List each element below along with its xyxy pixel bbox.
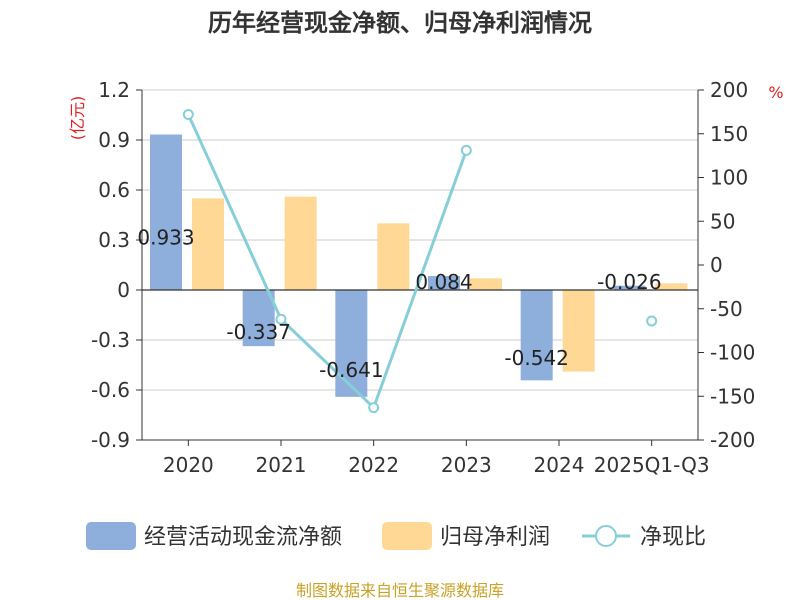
- line-point: [182, 109, 194, 120]
- y-axis-right-unit: %: [768, 83, 783, 102]
- bar-cashflow: [613, 285, 646, 290]
- bar-netprofit: [562, 290, 595, 372]
- y-left-tick-label: -0.6: [91, 378, 130, 402]
- y-left-tick-label: 0.6: [98, 178, 130, 202]
- y-right-tick-label: 100: [710, 166, 748, 190]
- data-label: -0.542: [504, 346, 568, 370]
- line-point: [460, 144, 472, 156]
- line-segment: [186, 113, 468, 411]
- data-label: -0.641: [319, 358, 383, 382]
- grid: [142, 89, 698, 441]
- legend-label-cashflow: 经营活动现金流净额: [144, 525, 342, 550]
- data-labels: 0.933 -0.337 -0.641 0.084 -0.542 -0.026: [137, 225, 661, 382]
- y-right-tick-label: 50: [710, 209, 735, 233]
- bar-netprofit: [377, 223, 410, 290]
- line-point: [275, 313, 287, 325]
- y-right-tick-label: -200: [710, 428, 755, 452]
- bar-netprofit: [655, 283, 688, 290]
- data-label: -0.337: [226, 320, 290, 344]
- y-right-tick-label: -100: [710, 341, 755, 365]
- y-left-tick-label: 0.3: [98, 228, 130, 252]
- y-right-tick-label: 200: [710, 78, 748, 102]
- legend-swatch-netprofit: [382, 522, 432, 550]
- legend-swatch-cashflow: [86, 522, 136, 550]
- axes: [141, 90, 699, 441]
- data-label: 0.933: [137, 225, 194, 249]
- y-left-tick-label: -0.9: [91, 428, 130, 452]
- x-tick-label: 2021: [256, 453, 307, 477]
- y-right-tick-label: -150: [710, 384, 755, 408]
- bar-cashflow: [335, 290, 368, 397]
- bar-netprofit: [192, 198, 224, 290]
- bars: [150, 134, 688, 397]
- data-label: 0.084: [415, 270, 472, 294]
- bar-cashflow: [242, 290, 275, 347]
- bar-netprofit: [284, 196, 317, 290]
- legend-label-netprofit: 归母净利润: [440, 525, 550, 550]
- y-axis-left-ticks: 1.2 0.9 0.6 0.3 0 -0.3 -0.6 -0.9: [91, 78, 142, 452]
- bar-cashflow: [428, 276, 460, 290]
- y-left-tick-label: 1.2: [98, 78, 130, 102]
- x-tick-label: 2024: [534, 453, 585, 477]
- legend-label-ratio: 净现比: [640, 525, 706, 550]
- x-tick-label: 2025Q1-Q3: [594, 453, 710, 477]
- line-point: [646, 315, 658, 327]
- y-axis-left-unit: (亿元): [68, 96, 87, 141]
- bar-cashflow: [520, 290, 553, 381]
- legend: 经营活动现金流净额 归母净利润 净现比: [86, 522, 706, 550]
- x-tick-label: 2022: [348, 453, 399, 477]
- line-series: [182, 109, 658, 414]
- legend-marker-ratio: [595, 525, 617, 547]
- y-axis-right-ticks: 200 150 100 50 0 -50 -100 -150 -200: [698, 78, 755, 452]
- x-tick-label: 2020: [163, 453, 214, 477]
- x-tick-label: 2023: [441, 453, 492, 477]
- y-left-tick-label: -0.3: [91, 328, 130, 352]
- data-label: -0.026: [597, 270, 661, 294]
- chart-title: 历年经营现金净额、归母净利润情况: [208, 9, 592, 37]
- y-right-tick-label: 0: [710, 253, 723, 277]
- y-right-tick-label: -50: [710, 297, 743, 321]
- y-left-tick-label: 0: [117, 278, 130, 302]
- y-left-tick-label: 0.9: [98, 128, 130, 152]
- bar-cashflow: [150, 134, 182, 290]
- y-right-tick-label: 150: [710, 122, 748, 146]
- line-point: [368, 402, 380, 414]
- source-note: 制图数据来自恒生聚源数据库: [296, 581, 504, 600]
- bar-netprofit: [470, 278, 502, 290]
- x-axis-ticks: 2020 2021 2022 2023 2024 2025Q1-Q3: [163, 440, 710, 477]
